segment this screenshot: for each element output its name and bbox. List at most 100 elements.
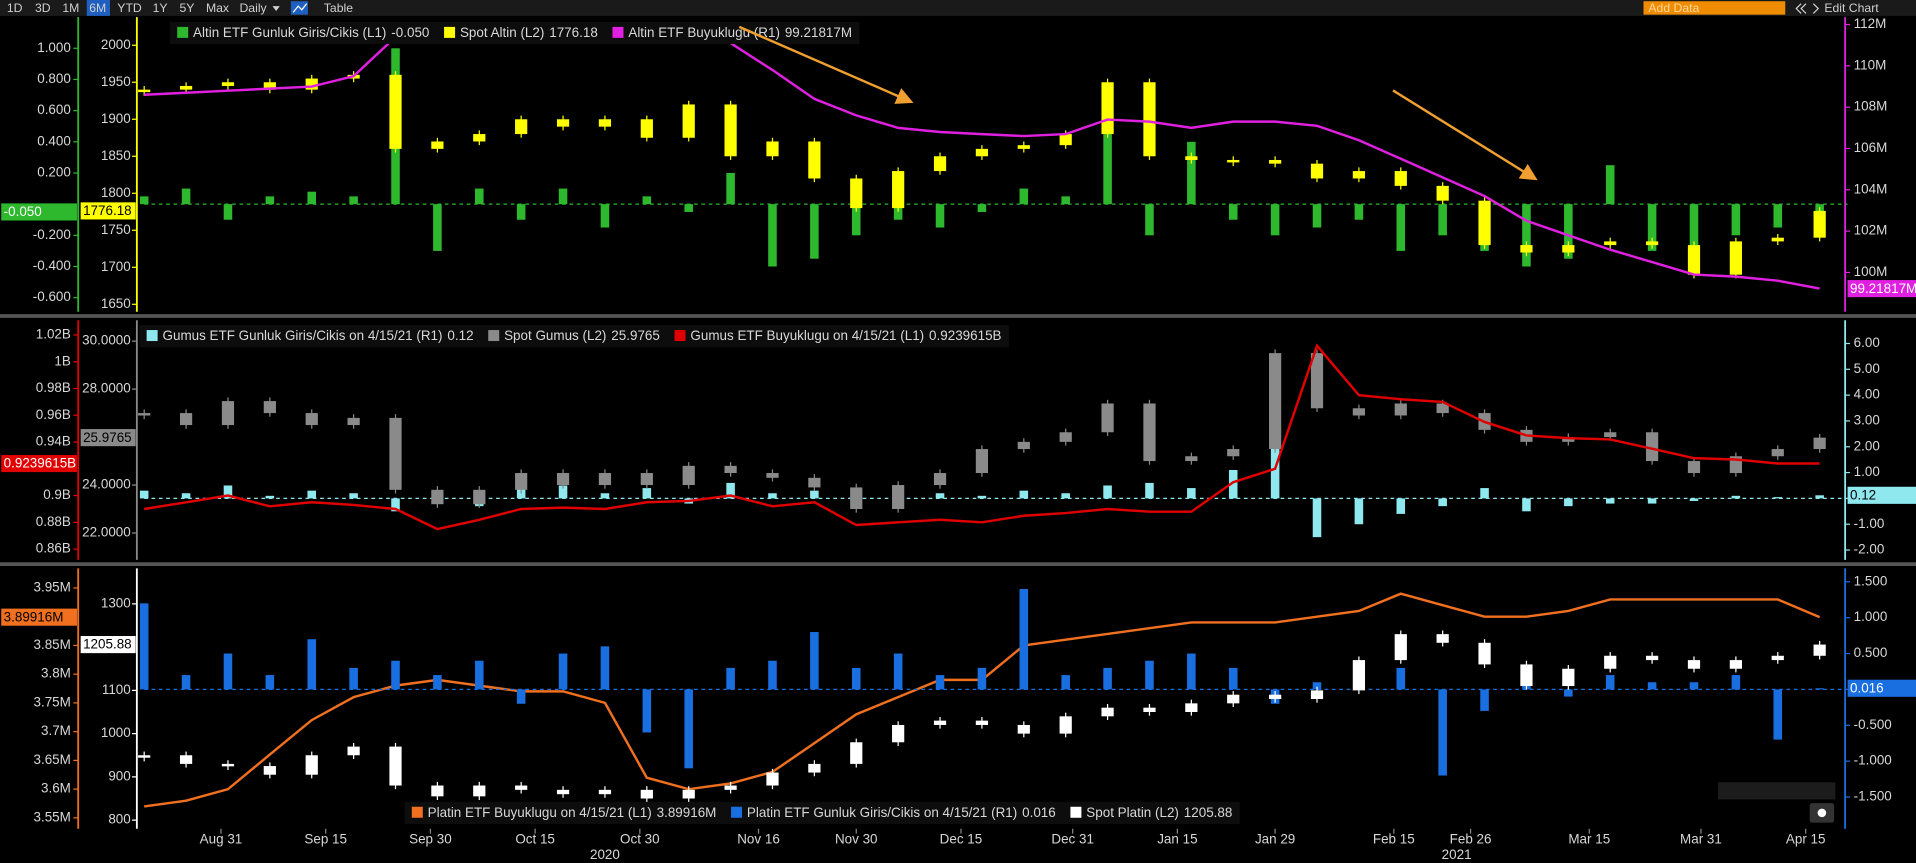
candle-body [975,720,989,725]
flow-bar [1145,660,1154,690]
y-tick-label: 3.95M [34,579,71,594]
active-button-bg [86,0,110,16]
candle-body [682,104,695,138]
candle-body [1059,134,1072,146]
flow-bar [1605,165,1615,205]
candle-body [1227,159,1240,163]
flow-bar [642,196,652,205]
candle-body [473,489,486,505]
flow-bar [223,653,233,690]
flow-bar [1815,688,1824,690]
y-tick-label: 0.400 [37,133,71,148]
y-tick-label: 4.00 [1854,387,1880,402]
flow-bar [1312,498,1322,538]
legend-entry: Gumus ETF Gunluk Giris/Cikis on 4/15/21 … [163,328,474,343]
legend-name: Platin ETF Gunluk Giris/Cikis on 4/15/21… [747,804,1017,819]
x-tick-label: Feb 15 [1373,831,1415,846]
candle-body [389,74,402,149]
legend-swatch [488,330,500,342]
range-button[interactable]: 1D [7,1,23,15]
y-tick-label: -2.00 [1854,542,1885,557]
candle-body [975,148,989,157]
y-tick-label: 1B [54,353,70,368]
candle-body [1310,353,1324,409]
flow-bar [1438,689,1447,776]
year-label: 2021 [1442,847,1472,862]
table-button[interactable]: Table [324,1,353,15]
flow-bar [642,689,652,733]
y-tick-label: 900 [108,768,130,783]
zoom-toolbar[interactable] [1718,782,1836,800]
flow-bar [516,204,526,220]
last-value-flag [80,202,136,220]
flow-bar [1605,675,1615,690]
x-tick-label: Mar 15 [1568,831,1610,846]
flow-bar [935,675,945,690]
flow-bar [558,188,568,205]
y-tick-label: 1100 [102,682,131,697]
candle-body [138,89,151,93]
plot-layer: 1.000 0.800 0.600 0.400 0.200 -0.200 -0.400 -0.… [1,16,1916,862]
candle-body [933,473,947,486]
candle-body [1352,171,1366,179]
year-label: 2020 [590,847,620,862]
candle-body [724,465,737,474]
flow-bar [181,493,191,499]
range-button[interactable]: 1M [62,1,79,15]
flow-bar [1438,204,1447,236]
flow-bar [1564,498,1573,507]
y-tick-label: 3.55M [34,809,71,824]
trend-arrow [1392,89,1538,181]
legend-entry: Platin ETF Gunluk Giris/Cikis on 4/15/21… [747,804,1056,819]
flow-bar [1647,204,1657,251]
candle-body [1269,694,1282,700]
x-tick-label: Mar 31 [1680,831,1722,846]
candle-body [1520,664,1533,687]
y-tick-label: 6.00 [1854,335,1880,350]
flow-bar [558,653,568,690]
last-value-flag [80,429,136,447]
legend-name: Spot Altin (L2) [460,25,544,40]
add-data-input[interactable] [1643,1,1786,15]
edit-chart-button[interactable]: Edit Chart [1824,1,1879,15]
last-value-flag [1,203,77,221]
range-button[interactable]: YTD [117,1,142,15]
range-button[interactable]: Max [206,1,229,15]
candle-body [766,141,779,157]
chart-type-icon [292,3,308,13]
flow-bar [223,204,233,220]
range-button[interactable]: 3D [35,1,51,15]
flow-bar [1396,498,1406,514]
candle-body [1436,634,1449,643]
flow-bar [726,482,735,499]
frequency-dropdown[interactable]: Daily [240,1,268,15]
expand-icon[interactable] [1812,3,1820,14]
last-value-label: -0.050 [4,204,42,219]
candle-body [1017,441,1030,450]
legend-name: Spot Platin (L2) [1086,804,1179,819]
candle-body [347,417,360,426]
flow-bar [684,689,693,769]
candle-body [1562,437,1575,442]
candle-body [515,785,528,790]
range-button[interactable]: 6M [89,1,106,15]
legend-bg [139,325,1009,348]
candle-body [1143,82,1156,157]
collapse-icon[interactable] [1795,3,1802,14]
candle-body [1227,449,1240,457]
candle-body [766,473,779,478]
flow-bar [475,188,484,205]
legend-name: Altin ETF Gunluk Giris/Cikis (L1) [193,25,386,40]
flow-bar [1689,498,1699,501]
flow-bar [391,498,400,512]
y-tick-label: 1850 [101,148,131,163]
candle-body [1185,156,1198,160]
last-value-flag [1,608,77,626]
range-button[interactable]: 1Y [153,1,168,15]
range-button[interactable]: 5Y [179,1,194,15]
legend-swatch [1070,806,1082,818]
candle-body [1687,245,1701,275]
flow-bar [1773,497,1783,499]
y-tick-label: 0.200 [37,165,71,180]
toolbar-bg [0,0,1916,16]
